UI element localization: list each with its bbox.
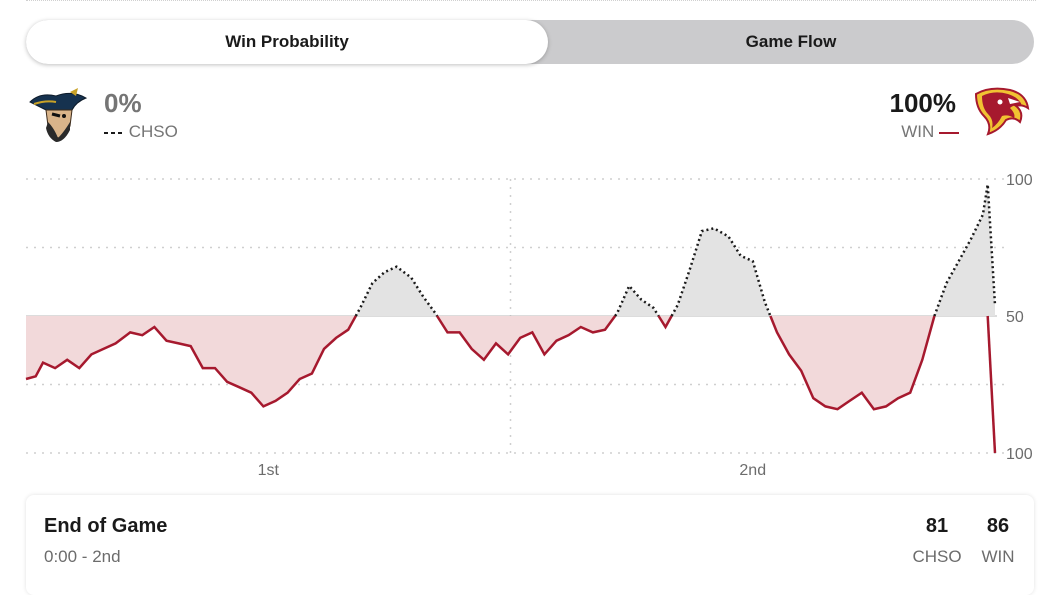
tab-win-probability[interactable]: Win Probability — [26, 20, 548, 64]
area-home-4 — [658, 316, 672, 327]
game-status: End of Game — [44, 515, 168, 537]
home-legend: WIN — [901, 122, 959, 142]
chart-fills — [26, 184, 995, 410]
home-score: 86 — [986, 515, 1010, 537]
away-score: 81 — [925, 515, 949, 537]
y-tick-label-1: 50 — [1006, 309, 1024, 326]
tab-game-flow[interactable]: Game Flow — [745, 32, 837, 51]
home-team-logo[interactable] — [970, 86, 1032, 138]
home-score-abbr: WIN — [981, 547, 1015, 566]
line-home-0 — [25, 315, 357, 408]
eagle-logo-icon — [974, 87, 1030, 136]
line-home-4 — [657, 315, 673, 330]
area-away-1 — [355, 266, 438, 316]
solid-line-legend-icon — [939, 131, 959, 134]
chart-toggle: Win Probability Game Flow — [26, 20, 1034, 64]
area-home-0 — [26, 316, 356, 407]
win-probability-chart: 1st 2nd 100 50 100 — [25, 172, 1033, 479]
home-abbr: WIN — [901, 122, 935, 141]
buccaneer-logo-icon — [29, 88, 88, 142]
area-away-7 — [934, 184, 995, 316]
line-home-2 — [436, 315, 617, 362]
line-away-1 — [354, 265, 439, 317]
game-summary-card: End of Game 0:00 - 2nd 81 86 CHSO WIN — [26, 495, 1034, 595]
area-home-6 — [770, 316, 935, 410]
away-abbr: CHSO — [128, 122, 178, 141]
dashed-line-legend-icon — [104, 131, 124, 134]
chart-lines — [25, 184, 997, 454]
x-tick-label-0: 1st — [258, 462, 280, 479]
game-clock: 0:00 - 2nd — [44, 547, 121, 566]
line-away-5 — [670, 226, 772, 317]
area-home-2 — [437, 316, 616, 360]
y-tick-label-0: 100 — [1006, 172, 1033, 189]
x-tick-label-1: 2nd — [739, 462, 766, 479]
line-home-6 — [769, 315, 936, 411]
line-away-7 — [933, 184, 997, 317]
y-tick-label-2: 100 — [1006, 446, 1033, 463]
top-divider — [26, 0, 1036, 1]
away-team-logo[interactable] — [26, 88, 92, 144]
home-win-pct: 100% — [889, 88, 957, 118]
away-win-pct: 0% — [104, 88, 142, 118]
away-score-abbr: CHSO — [912, 547, 962, 566]
away-legend: CHSO — [104, 122, 178, 142]
final-point-line — [986, 315, 997, 454]
chart-labels: 1st 2nd 100 50 100 — [258, 172, 1033, 479]
